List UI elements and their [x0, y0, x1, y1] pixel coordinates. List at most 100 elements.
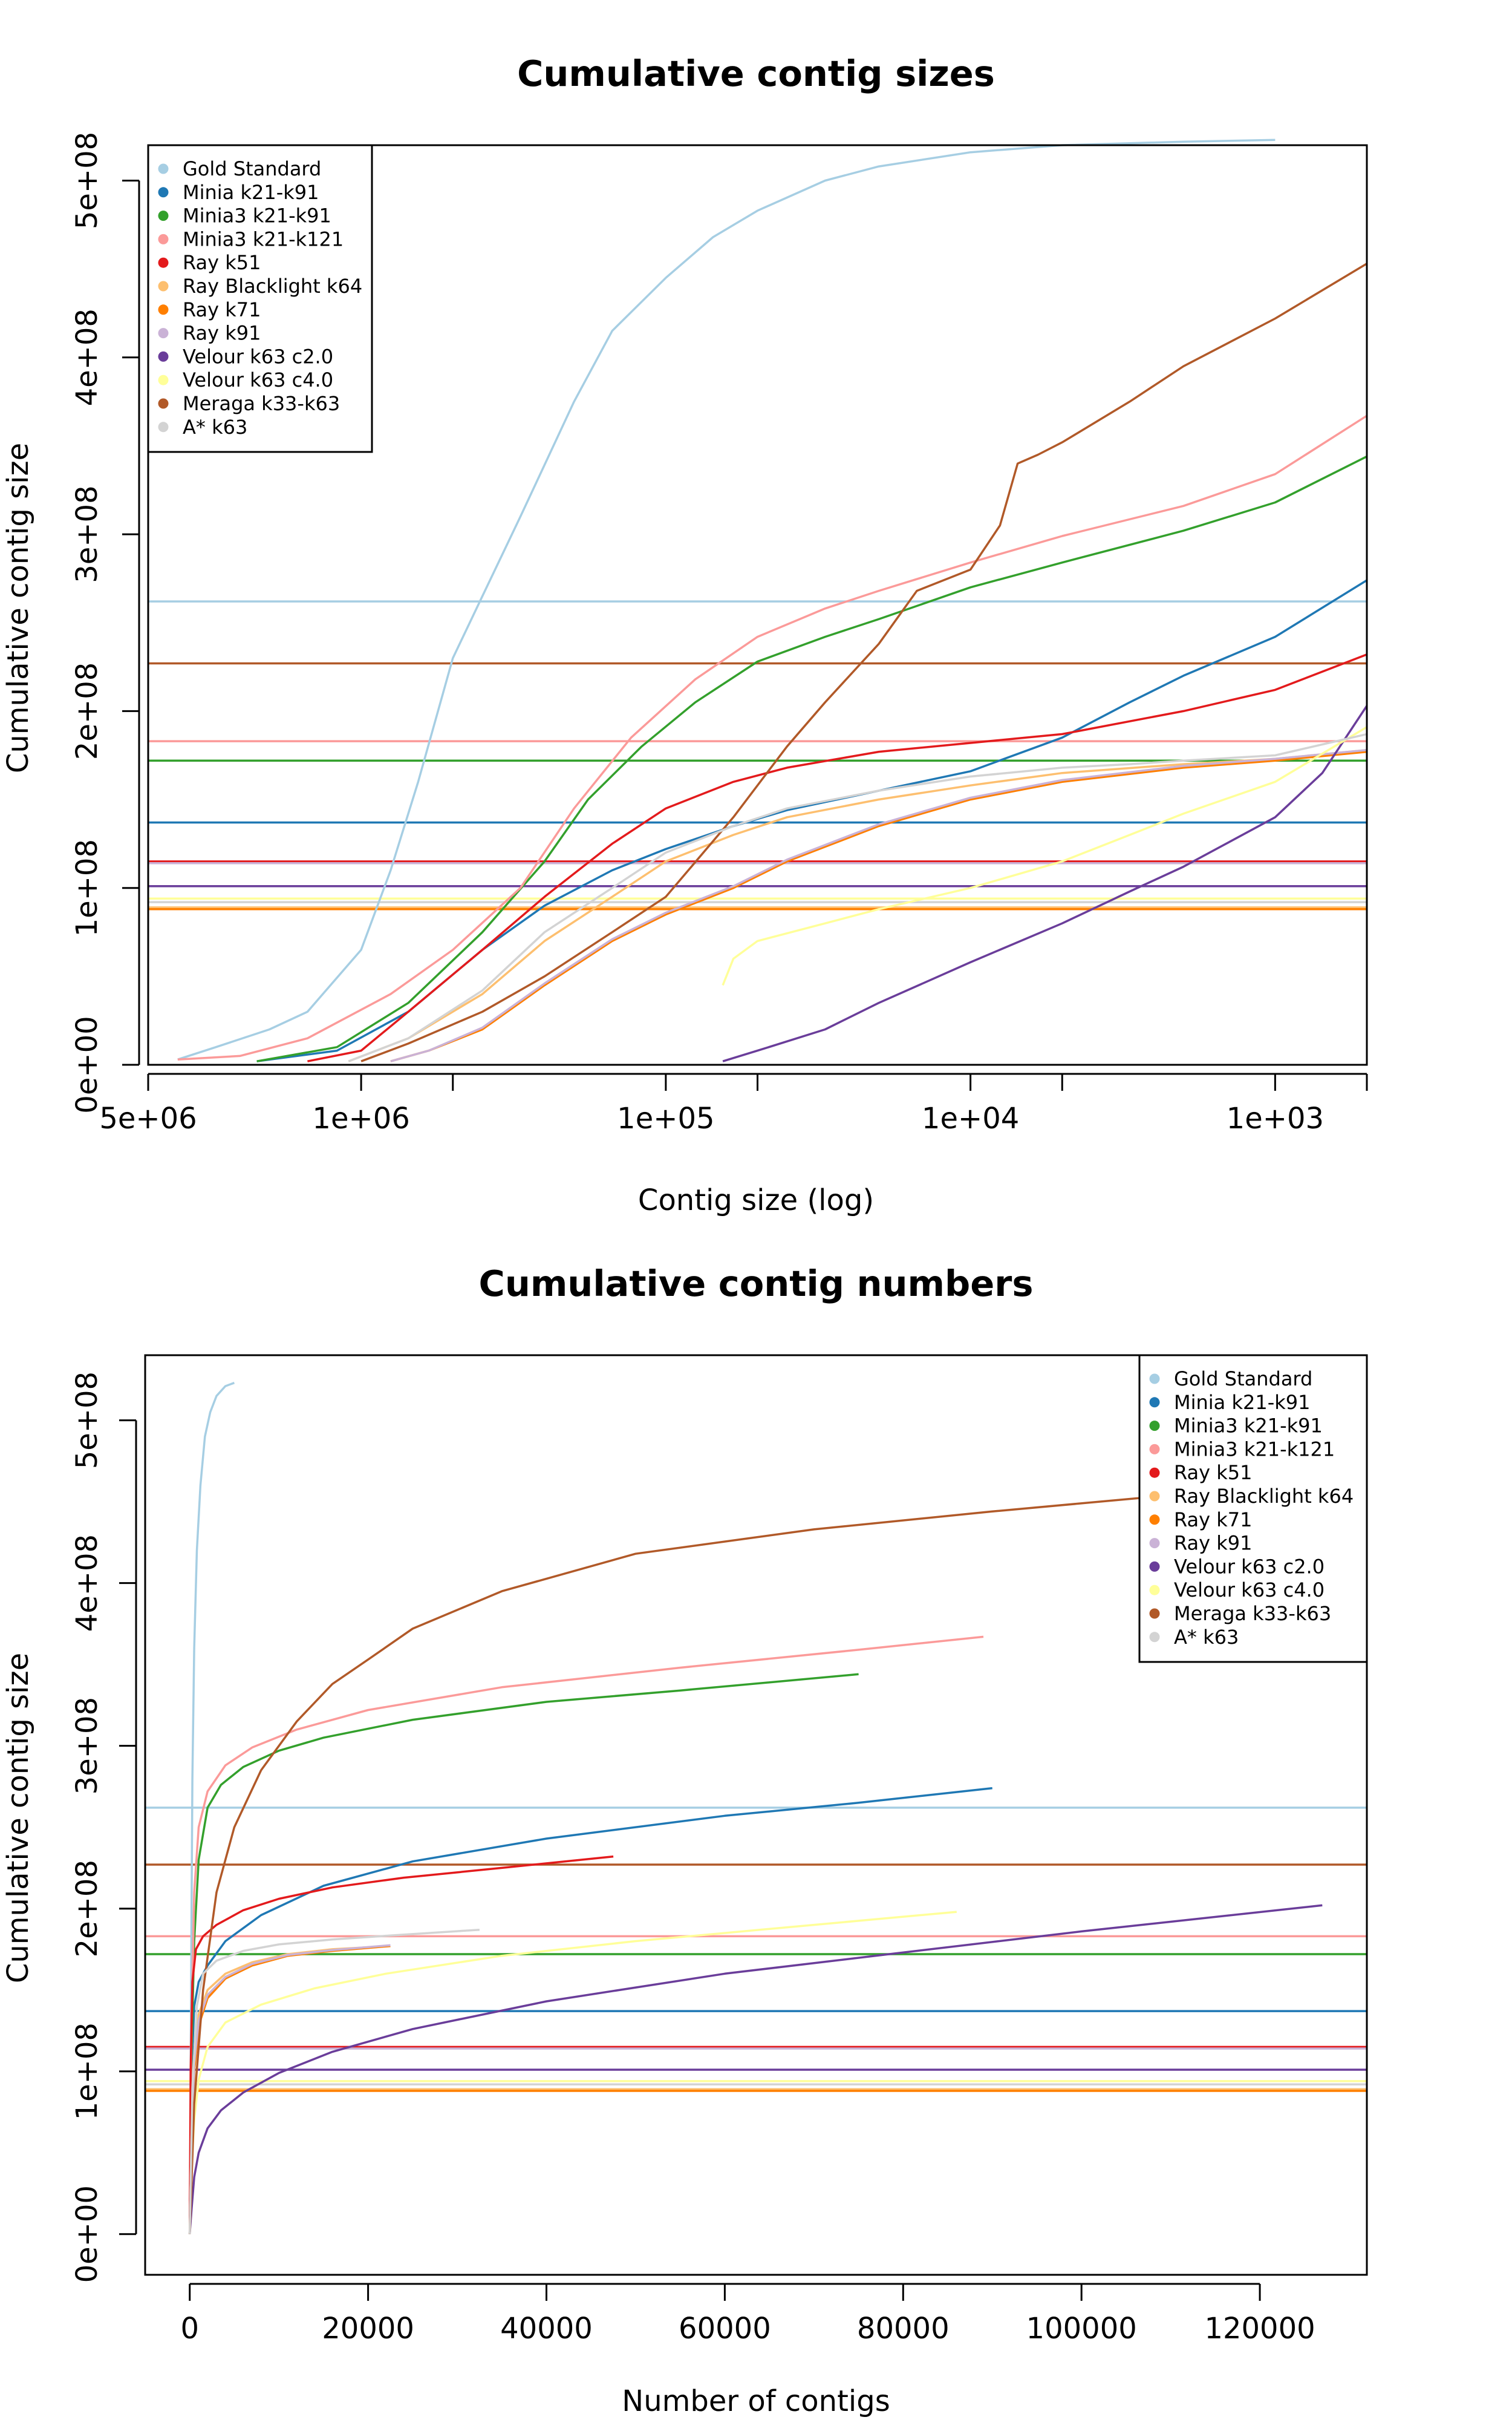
y-tick-label: 1e+08: [70, 2023, 104, 2120]
legend-label-ray-k91: Ray k91: [183, 322, 261, 345]
legend-marker-meraga-k33-k63: [1149, 1608, 1160, 1619]
cumulative-contig-sizes-chart: Cumulative contig sizes Contig size (log…: [1, 53, 1368, 1217]
legend-label-minia3-k21-k91: Minia3 k21-k91: [1174, 1414, 1323, 1437]
legend-label-gold-standard: Gold Standard: [1174, 1367, 1312, 1390]
legend-marker-gold-standard: [158, 163, 169, 174]
legend-label-minia3-k21-k121: Minia3 k21-k121: [183, 227, 344, 250]
legend-label-meraga-k33-k63: Meraga k33-k63: [1174, 1602, 1331, 1625]
y-axis-label: Cumulative contig size: [1, 1653, 35, 1983]
y-tick-label: 5e+08: [70, 132, 104, 229]
legend-label-ray-k91: Ray k91: [1174, 1532, 1253, 1555]
legend-marker-ray-blacklight-k64: [1149, 1491, 1160, 1502]
legend-label-minia3-k21-k91: Minia3 k21-k91: [183, 204, 331, 227]
series-line-ray-k51: [307, 653, 1367, 1062]
series-line-gold-standard: [177, 139, 1276, 1061]
legend-label-ray-blacklight-k64: Ray Blacklight k64: [1174, 1485, 1354, 1508]
series-line-velour-k63-c2-0: [188, 1904, 1323, 2234]
x-tick-label: 120000: [1204, 2312, 1315, 2346]
legend-label-a-k63: A* k63: [1174, 1626, 1239, 1649]
series-line-meraga-k33-k63: [360, 263, 1367, 1062]
y-axis-label: Cumulative contig size: [1, 443, 35, 773]
legend-marker-minia3-k21-k91: [158, 211, 169, 221]
legend-label-minia3-k21-k121: Minia3 k21-k121: [1174, 1437, 1335, 1460]
legend-marker-a-k63: [158, 422, 169, 433]
x-tick-label: 5e+06: [99, 1102, 197, 1136]
legend-marker-ray-k71: [158, 304, 169, 315]
y-axis: 0e+00 1e+08 2e+08 3e+08 4e+08 5e+08: [70, 132, 140, 1114]
legend-marker-minia3-k21-k121: [1149, 1444, 1160, 1454]
plot-area: [148, 139, 1368, 1062]
legend-label-velour-k63-c2-0: Velour k63 c2.0: [1174, 1555, 1325, 1578]
x-tick-label: 60000: [679, 2312, 771, 2346]
series-line-ray-k91: [390, 748, 1367, 1062]
legend-marker-ray-k91: [1149, 1538, 1160, 1549]
legend-marker-velour-k63-c4-0: [1149, 1584, 1160, 1595]
series-line-ray-k71: [390, 750, 1367, 1062]
legend-label-minia-k21-k91: Minia k21-k91: [183, 181, 319, 204]
series-line-minia3-k21-k121: [177, 414, 1367, 1061]
legend-marker-ray-k71: [1149, 1514, 1160, 1525]
series-line-a-k63: [348, 733, 1367, 1062]
legend-marker-minia-k21-k91: [158, 187, 169, 198]
y-tick-label: 4e+08: [70, 1534, 104, 1632]
legend-label-ray-k71: Ray k71: [1174, 1508, 1253, 1531]
y-tick-label: 2e+08: [70, 1860, 104, 1957]
legend-marker-minia3-k21-k121: [158, 234, 169, 244]
legend-label-velour-k63-c4-0: Velour k63 c4.0: [1174, 1578, 1325, 1601]
x-tick-label: 1e+04: [922, 1102, 1019, 1136]
legend-box: [147, 144, 373, 453]
plot-area: [145, 1382, 1367, 2234]
x-tick-label: 1e+03: [1227, 1102, 1324, 1136]
series-line-minia3-k21-k121: [188, 1635, 984, 2234]
legend-label-velour-k63-c2-0: Velour k63 c2.0: [183, 345, 333, 368]
legend-marker-a-k63: [1149, 1632, 1160, 1643]
legend-label-meraga-k33-k63: Meraga k33-k63: [183, 392, 340, 415]
y-tick-label: 1e+08: [70, 839, 104, 937]
chart-title: Cumulative contig sizes: [517, 53, 995, 94]
series-line-a-k63: [188, 1928, 480, 2234]
legend-marker-ray-k51: [1149, 1467, 1160, 1478]
x-axis: 5e+06 1e+06 1e+05 1e+04 1e+03: [99, 1073, 1368, 1136]
x-axis: 0 20000 40000 60000 80000 100000 120000: [180, 2283, 1315, 2346]
x-tick-label: 80000: [857, 2312, 950, 2346]
series-line-minia-k21-k91: [188, 1787, 992, 2234]
legend-label-minia-k21-k91: Minia k21-k91: [1174, 1391, 1311, 1414]
y-tick-label: 4e+08: [70, 309, 104, 406]
legend-marker-velour-k63-c2-0: [1149, 1561, 1160, 1572]
legend-marker-meraga-k33-k63: [158, 398, 169, 409]
series-line-meraga-k33-k63: [188, 1496, 1153, 2234]
legend-label-gold-standard: Gold Standard: [183, 157, 321, 180]
legend-box: [1138, 1354, 1368, 1663]
y-tick-label: 2e+08: [70, 662, 104, 760]
x-tick-label: 0: [180, 2312, 199, 2346]
legend-marker-gold-standard: [1149, 1373, 1160, 1384]
legend-marker-velour-k63-c2-0: [158, 351, 169, 362]
y-tick-label: 0e+00: [70, 1016, 104, 1113]
legend-marker-ray-k91: [158, 328, 169, 339]
plot-frame: [144, 1354, 1368, 2276]
legend-marker-ray-blacklight-k64: [158, 281, 169, 292]
legend-marker-minia3-k21-k91: [1149, 1421, 1160, 1431]
x-tick-label: 1e+05: [617, 1102, 714, 1136]
chart-title: Cumulative contig numbers: [479, 1263, 1034, 1304]
series-line-minia3-k21-k91: [256, 455, 1367, 1062]
y-axis: 0e+00 1e+08 2e+08 3e+08 4e+08 5e+08: [70, 1372, 137, 2283]
series-line-ray-k51: [188, 1855, 614, 2234]
legend-label-velour-k63-c4-0: Velour k63 c4.0: [183, 368, 333, 391]
legend-marker-ray-k51: [158, 257, 169, 268]
legend-label-ray-blacklight-k64: Ray Blacklight k64: [183, 275, 362, 298]
series-line-velour-k63-c4-0: [722, 726, 1367, 986]
x-tick-label: 20000: [322, 2312, 414, 2346]
legend-label-ray-k51: Ray k51: [183, 251, 261, 274]
y-tick-label: 0e+00: [70, 2185, 104, 2283]
y-tick-label: 3e+08: [70, 1697, 104, 1794]
x-tick-label: 1e+06: [312, 1102, 409, 1136]
x-tick-label: 100000: [1026, 2312, 1137, 2346]
plot-frame: [147, 144, 1368, 1066]
x-axis-label: Number of contigs: [622, 2384, 890, 2418]
x-tick-label: 40000: [500, 2312, 593, 2346]
y-tick-label: 5e+08: [70, 1372, 104, 1469]
